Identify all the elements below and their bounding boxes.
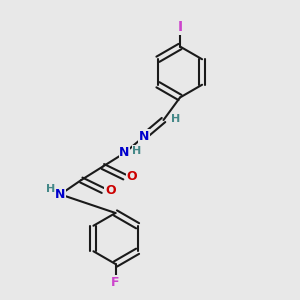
Text: H: H: [46, 184, 55, 194]
Text: O: O: [127, 170, 137, 184]
Text: I: I: [177, 20, 183, 34]
Text: N: N: [119, 146, 130, 160]
Text: N: N: [55, 188, 65, 201]
Text: F: F: [111, 275, 120, 289]
Text: H: H: [133, 146, 142, 156]
Text: H: H: [172, 113, 181, 124]
Text: N: N: [139, 130, 149, 143]
Text: O: O: [105, 184, 116, 197]
